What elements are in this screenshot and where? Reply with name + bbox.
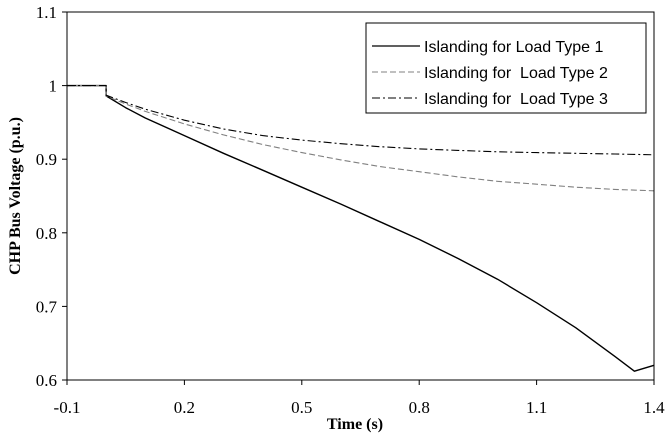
series-line-load-type-3 [67,85,655,156]
x-tick-label: -0.1 [54,398,81,417]
x-axis-title: Time (s) [327,416,383,433]
plot-area-frame [66,11,655,381]
x-tick-labels: -0.1 0.2 0.5 0.8 1.1 1.4 [54,398,665,417]
y-tick-label: 0.7 [36,297,58,316]
legend-label-type-1: Islanding for Load Type 1 [424,39,603,56]
series-line-load-type-1 [67,84,655,372]
legend: Islanding for Load Type 1 Islanding for … [365,22,647,114]
axis-ticks [62,11,655,385]
y-tick-label: 1 [49,77,58,96]
y-tick-label: 0.9 [36,150,57,169]
series-lines [67,84,655,372]
y-tick-label: 0.8 [36,224,57,243]
series-line-load-type-2 [67,85,655,192]
y-tick-label: 0.6 [36,371,57,390]
y-tick-label: 1.1 [36,3,57,22]
x-tick-label: 0.5 [291,398,312,417]
x-tick-label: 1.4 [643,398,665,417]
y-axis-title: CHP Bus Voltage (p.u.) [7,117,24,275]
legend-label-type-3: Islanding for Load Type 3 [424,91,608,108]
x-tick-label: 1.1 [526,398,547,417]
x-tick-label: 0.2 [174,398,195,417]
y-tick-labels: 0.6 0.7 0.8 0.9 1 1.1 [36,3,58,390]
x-tick-label: 0.8 [409,398,430,417]
legend-label-type-2: Islanding for Load Type 2 [424,65,608,82]
legend-box [365,22,647,114]
